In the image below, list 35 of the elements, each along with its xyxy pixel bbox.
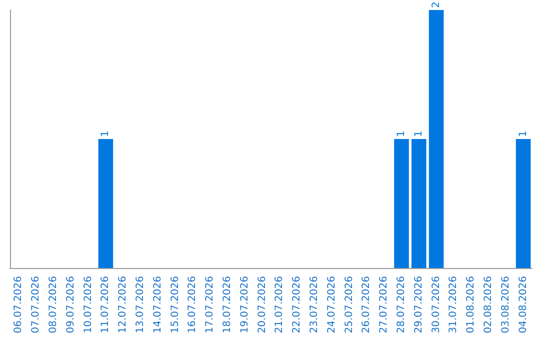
x-tick-label: 20.07.2026 [256, 276, 268, 334]
x-tick-label: 14.07.2026 [152, 276, 164, 334]
x-tick-label: 24.07.2026 [326, 276, 338, 334]
x-tick-label: 23.07.2026 [309, 276, 320, 334]
x-tick-label: 21.07.2026 [274, 276, 286, 334]
x-tick-label: 25.07.2026 [344, 276, 355, 334]
x-tick-label: 18.07.2026 [222, 276, 233, 334]
x-tick-label: 04.08.2026 [518, 276, 529, 334]
x-tick-label: 15.07.2026 [170, 276, 181, 334]
data-label: 1 [396, 130, 407, 137]
x-tick-label: 31.07.2026 [448, 276, 460, 334]
x-tick-label: 01.08.2026 [466, 276, 477, 334]
data-label: 1 [100, 130, 112, 137]
x-tick-label: 27.07.2026 [378, 276, 390, 334]
x-tick-label: 08.07.2026 [48, 276, 59, 334]
x-tick-label: 28.07.2026 [396, 276, 407, 334]
x-tick-label: 16.07.2026 [187, 276, 198, 334]
x-tick-label: 02.08.2026 [483, 276, 494, 334]
x-tick-label: 11.07.2026 [100, 276, 112, 334]
x-tick-label: 29.07.2026 [413, 276, 424, 334]
x-tick-label: 12.07.2026 [118, 276, 129, 334]
x-tick-label: 09.07.2026 [65, 276, 76, 334]
x-tick-label: 17.07.2026 [204, 276, 216, 334]
x-tick-label: 22.07.2026 [292, 276, 303, 334]
x-tick-label: 06.07.2026 [13, 276, 24, 334]
x-tick-label: 26.07.2026 [361, 276, 372, 334]
x-tick-label: 30.07.2026 [430, 276, 442, 334]
data-label: 1 [413, 130, 424, 137]
data-label: 2 [430, 2, 442, 8]
x-tick-label: 10.07.2026 [82, 276, 94, 334]
x-tick-label: 13.07.2026 [135, 276, 146, 334]
x-tick-label: 07.07.2026 [30, 276, 42, 334]
x-tick-label: 19.07.2026 [239, 276, 250, 334]
x-tick-label: 03.08.2026 [500, 276, 512, 334]
data-label: 1 [518, 130, 529, 137]
